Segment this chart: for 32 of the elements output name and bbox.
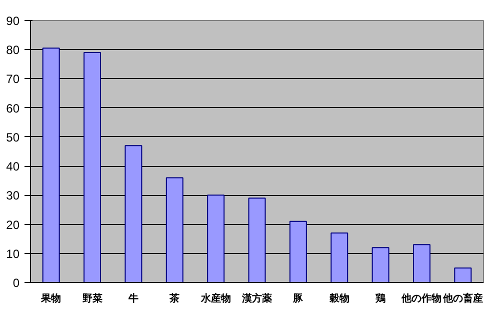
x-tick-label: 牛 bbox=[127, 292, 138, 304]
y-tick-label: 50 bbox=[6, 130, 20, 144]
bar bbox=[412, 244, 430, 282]
x-tick-label: 豚 bbox=[292, 292, 304, 304]
y-tick-label: 20 bbox=[6, 218, 20, 232]
y-tick-label: 30 bbox=[6, 188, 20, 203]
x-tick-label: 野菜 bbox=[82, 292, 102, 304]
bar bbox=[454, 267, 472, 282]
y-tick-label: 70 bbox=[6, 72, 20, 86]
bar bbox=[207, 194, 225, 282]
bar bbox=[330, 232, 348, 282]
x-tick-label: 穀物 bbox=[328, 292, 350, 304]
bar bbox=[248, 198, 266, 282]
x-tick-label: 果物 bbox=[40, 292, 62, 304]
bar bbox=[372, 247, 390, 282]
y-tick-label: 60 bbox=[6, 101, 20, 116]
y-tick-label: 0 bbox=[12, 276, 20, 290]
x-tick-label: 他の畜産 bbox=[442, 292, 483, 304]
bar bbox=[289, 220, 307, 282]
y-tick-label: 40 bbox=[6, 160, 20, 174]
bar bbox=[166, 177, 184, 282]
y-tick-label: 10 bbox=[6, 246, 20, 261]
x-tick-label: 鶏 bbox=[374, 292, 386, 304]
y-tick-label: 80 bbox=[6, 43, 20, 58]
bar bbox=[42, 48, 60, 282]
x-tick-label: 漢方薬 bbox=[241, 292, 272, 304]
y-tick-label: 90 bbox=[6, 14, 20, 28]
bar bbox=[124, 145, 142, 282]
x-tick-label: 水産物 bbox=[200, 292, 231, 304]
bar bbox=[84, 52, 102, 282]
x-tick-label: 茶 bbox=[168, 292, 180, 304]
x-tick-label: 他の作物 bbox=[400, 292, 442, 304]
